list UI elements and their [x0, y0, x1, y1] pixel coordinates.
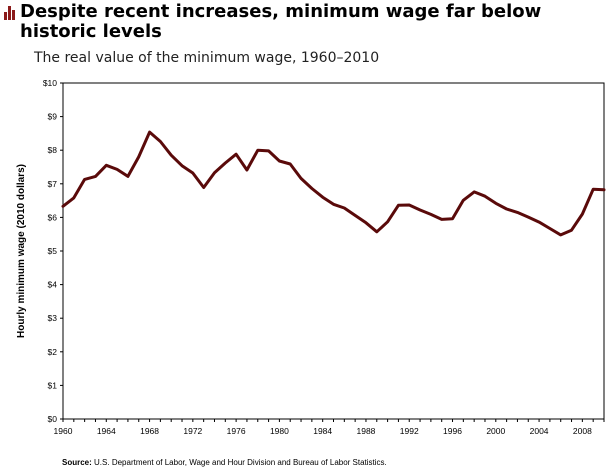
- x-tick-label: 1988: [356, 426, 375, 436]
- y-tick-label: $0: [48, 414, 58, 424]
- x-tick-label: 2004: [530, 426, 549, 436]
- x-axis-ticks: 1960 1964 1968 1972 1976 1980 1984 1988 1992 1996…: [54, 419, 605, 436]
- plot-area: [61, 130, 606, 237]
- brand-logo-icon: [4, 6, 18, 20]
- x-tick-label: 2000: [486, 426, 505, 436]
- source-note: Source: U.S. Department of Labor, Wage a…: [62, 458, 387, 467]
- x-tick-label: 1968: [140, 426, 159, 436]
- y-tick-label: $8: [48, 145, 58, 155]
- x-tick-label: 2008: [573, 426, 592, 436]
- x-tick-label: 1972: [183, 426, 202, 436]
- y-tick-label: $2: [48, 347, 58, 357]
- x-tick-label: 1992: [400, 426, 419, 436]
- chart-title: Despite recent increases, minimum wage f…: [20, 1, 542, 42]
- y-tick-label: $9: [48, 112, 58, 122]
- y-tick-label: $6: [48, 212, 58, 222]
- plot-frame: [62, 82, 605, 420]
- x-tick-label: 1976: [227, 426, 246, 436]
- y-tick-label: $10: [43, 78, 57, 88]
- y-axis-label: Hourly minimum wage (2010 dollars): [16, 164, 27, 338]
- y-tick-label: $1: [48, 380, 58, 390]
- x-tick-label: 1960: [54, 426, 73, 436]
- source-text: U.S. Department of Labor, Wage and Hour …: [94, 458, 387, 467]
- x-tick-label: 1980: [270, 426, 289, 436]
- y-tick-label: $7: [48, 179, 58, 189]
- y-tick-label: $5: [48, 246, 58, 256]
- chart-axes: [62, 82, 605, 420]
- x-tick-label: 1984: [313, 426, 332, 436]
- y-tick-label: $4: [48, 280, 58, 290]
- chart-subtitle: The real value of the minimum wage, 1960…: [34, 50, 380, 66]
- y-axis-ticks: $0 $1 $2 $3 $4 $5 $6 $7 $8 $9 $10: [43, 78, 63, 424]
- x-tick-label: 1964: [97, 426, 116, 436]
- source-label: Source:: [62, 458, 92, 467]
- series-line: [61, 130, 606, 237]
- y-tick-label: $3: [48, 313, 58, 323]
- x-tick-label: 1996: [443, 426, 462, 436]
